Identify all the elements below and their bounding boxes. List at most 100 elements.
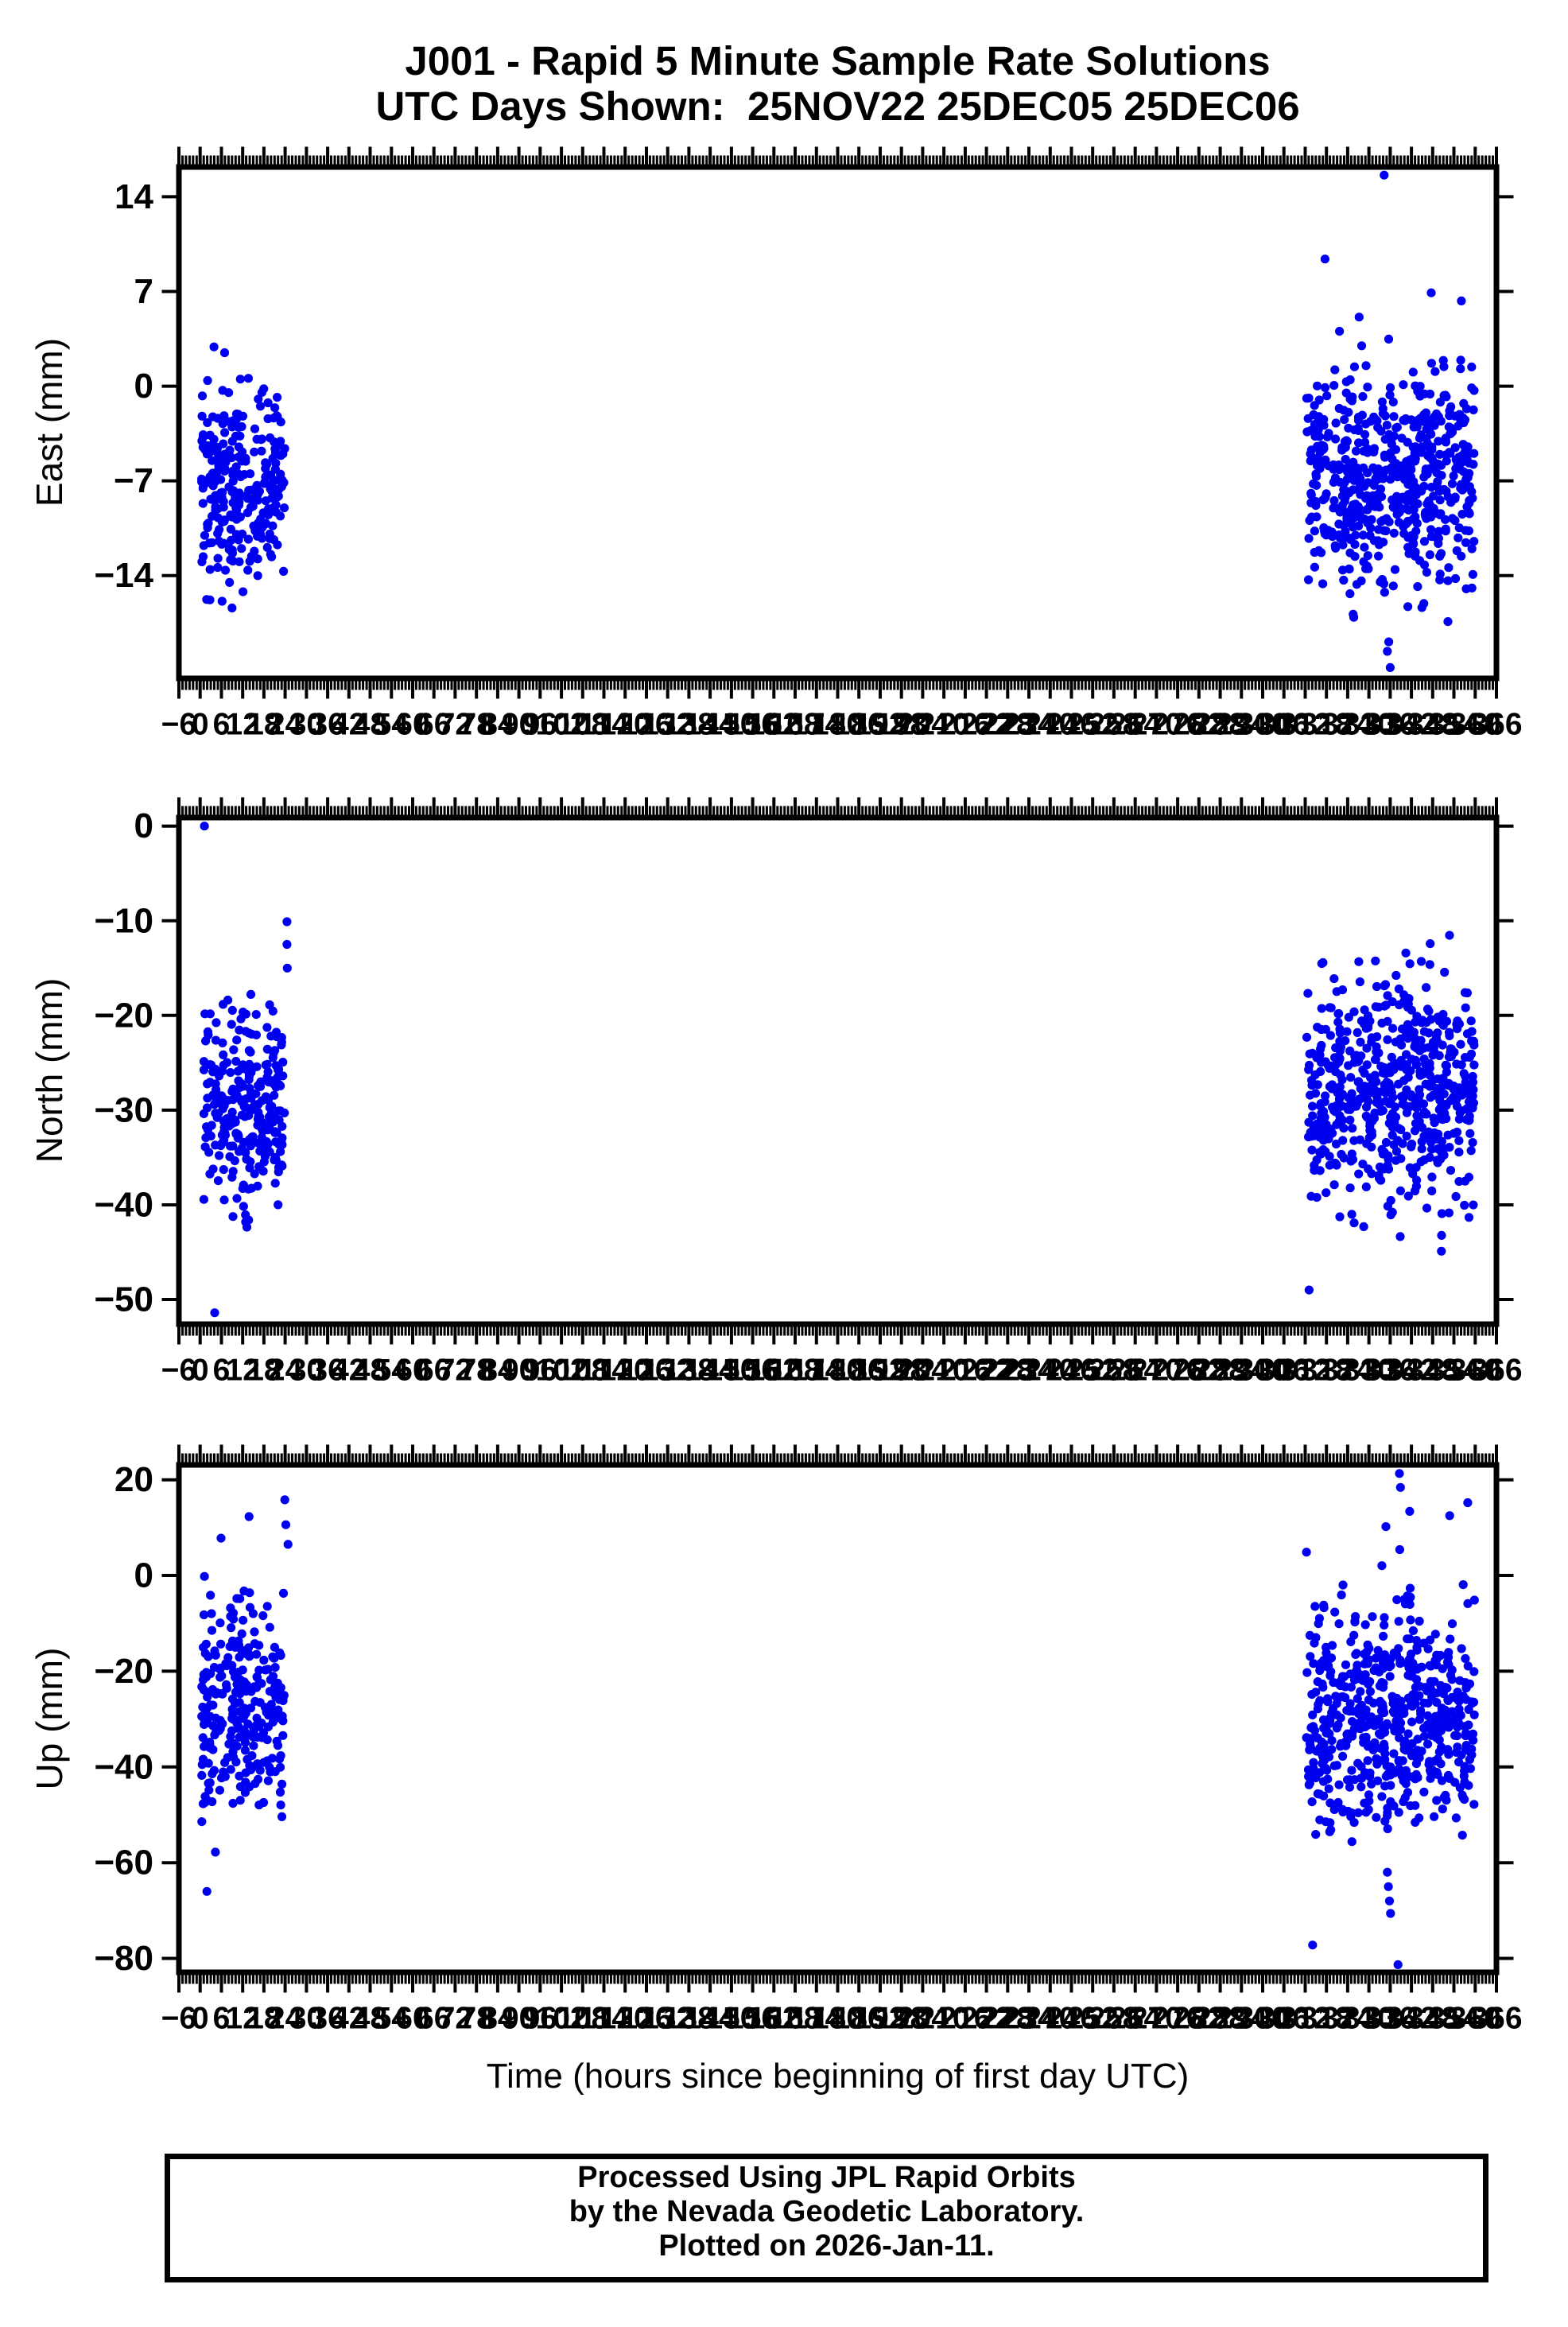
x-tick-label: 30 xyxy=(289,1354,324,1388)
x-tick-label: 342 xyxy=(1386,1354,1438,1388)
x-tick-label: 294 xyxy=(1216,2002,1267,2036)
x-tick-label: 90 xyxy=(502,708,536,742)
x-tick-label: 336 xyxy=(1364,708,1416,742)
x-tick-label: 324 xyxy=(1322,2002,1373,2036)
x-tick-label: 366 xyxy=(1470,708,1522,742)
x-tick-label: 180 xyxy=(812,708,864,742)
x-tick-label: 276 xyxy=(1152,2002,1204,2036)
x-tick-label: 48 xyxy=(353,1354,387,1388)
x-tick-label: 156 xyxy=(727,2002,778,2036)
x-tick-label: 90 xyxy=(502,2002,536,2036)
x-tick-label: 42 xyxy=(332,708,366,742)
x-tick-label: 192 xyxy=(854,708,906,742)
y-tick-label: −60 xyxy=(94,1843,153,1882)
x-tick-label: 18 xyxy=(246,1354,281,1388)
x-tick-label: 234 xyxy=(1003,1354,1054,1388)
x-tick-label: 72 xyxy=(438,2002,472,2036)
x-tick-label: 246 xyxy=(1046,708,1097,742)
x-tick-label: 12 xyxy=(226,2002,260,2036)
x-tick-label: 156 xyxy=(727,1354,778,1388)
x-tick-label: 240 xyxy=(1024,1354,1076,1388)
x-tick-label: 348 xyxy=(1407,1354,1458,1388)
y-tick-label: −14 xyxy=(94,556,153,595)
x-tick-label: 306 xyxy=(1258,1354,1310,1388)
x-tick-label: −6 xyxy=(161,1354,196,1388)
x-tick-label: 6 xyxy=(213,1354,231,1388)
x-tick-label: 198 xyxy=(875,708,927,742)
y-tick-label: −20 xyxy=(94,1652,153,1691)
x-tick-label: 294 xyxy=(1216,1354,1267,1388)
x-tick-label: 102 xyxy=(536,708,588,742)
x-axis-title: Time (hours since beginning of first day… xyxy=(486,2057,1190,2096)
x-tick-label: 360 xyxy=(1450,2002,1501,2036)
x-tick-label: 78 xyxy=(460,708,494,742)
x-tick-label: 144 xyxy=(685,708,736,742)
x-tick-label: 84 xyxy=(480,2002,515,2036)
x-tick-label: 318 xyxy=(1301,1354,1353,1388)
x-tick-label: 240 xyxy=(1024,708,1076,742)
x-tick-label: 24 xyxy=(268,2002,303,2036)
x-tick-label: 222 xyxy=(961,1354,1012,1388)
x-tick-label: 120 xyxy=(600,1354,651,1388)
x-tick-label: 354 xyxy=(1428,1354,1480,1388)
x-tick-label: 228 xyxy=(982,708,1034,742)
north-subplot: 0−10−20−30−40−50−60 612182430364248546066… xyxy=(94,797,1523,1388)
x-tick-label: 210 xyxy=(918,2002,970,2036)
x-tick-label: 168 xyxy=(769,1354,821,1388)
x-tick-label: 252 xyxy=(1067,1354,1119,1388)
x-tick-label: 132 xyxy=(642,1354,693,1388)
x-tick-label: 342 xyxy=(1386,708,1438,742)
x-tick-label: 174 xyxy=(790,2002,842,2036)
y-tick-label: 0 xyxy=(134,806,153,845)
x-tick-label: 204 xyxy=(897,2002,949,2036)
x-tick-label: 168 xyxy=(769,708,821,742)
x-tick-label: 132 xyxy=(642,708,693,742)
x-tick-label: 276 xyxy=(1152,708,1204,742)
minor-ticks xyxy=(181,806,1494,1336)
x-tick-label: 108 xyxy=(557,1354,608,1388)
x-tick-label: 180 xyxy=(812,1354,864,1388)
y-tick-label: −30 xyxy=(94,1090,153,1129)
x-tick-label: 0 xyxy=(192,708,209,742)
x-tick-label: 30 xyxy=(289,708,324,742)
x-tick-label: 234 xyxy=(1003,708,1054,742)
x-tick-label: 48 xyxy=(353,2002,387,2036)
x-tick-label: 150 xyxy=(705,2002,757,2036)
x-tick-label: 138 xyxy=(663,1354,715,1388)
x-tick-label: 102 xyxy=(536,1354,588,1388)
major-ticks xyxy=(161,146,1514,699)
x-tick-label: 264 xyxy=(1109,2002,1161,2036)
chart-subtitle: UTC Days Shown: 25NOV22 25DEC05 25DEC06 xyxy=(375,84,1300,129)
x-tick-label: 306 xyxy=(1258,2002,1310,2036)
x-tick-label: 264 xyxy=(1109,1354,1161,1388)
x-tick-label: 270 xyxy=(1131,2002,1182,2036)
x-tick-label: 162 xyxy=(748,1354,800,1388)
x-tick-label: 330 xyxy=(1343,2002,1395,2036)
x-tick-label: 18 xyxy=(246,2002,281,2036)
up-axis-label: Up (mm) xyxy=(29,1647,70,1790)
major-ticks xyxy=(161,797,1514,1345)
x-tick-label: 264 xyxy=(1109,708,1161,742)
x-tick-label: 30 xyxy=(289,2002,324,2036)
x-tick-label: 126 xyxy=(620,2002,672,2036)
x-tick-label: 120 xyxy=(600,2002,651,2036)
x-tick-label: 258 xyxy=(1088,1354,1139,1388)
x-tick-label: 162 xyxy=(748,2002,800,2036)
x-tick-label: 330 xyxy=(1343,708,1395,742)
x-tick-label: −6 xyxy=(161,708,196,742)
x-tick-label: 228 xyxy=(982,1354,1034,1388)
x-tick-label: 42 xyxy=(332,2002,366,2036)
x-tick-label: 222 xyxy=(961,2002,1012,2036)
x-tick-label: 252 xyxy=(1067,2002,1119,2036)
x-tick-label: 156 xyxy=(727,708,778,742)
x-tick-label: 288 xyxy=(1194,2002,1246,2036)
up-subplot: 200−20−40−60−80−60 6121824303642485460667… xyxy=(94,1444,1523,2036)
x-tick-label: 66 xyxy=(417,708,451,742)
x-tick-label: 360 xyxy=(1450,708,1501,742)
x-tick-label: 60 xyxy=(395,2002,429,2036)
y-tick-label: −40 xyxy=(94,1186,153,1225)
y-tick-label: −7 xyxy=(114,461,153,500)
x-tick-label: 174 xyxy=(790,1354,842,1388)
x-tick-label: 6 xyxy=(213,708,231,742)
north-frame xyxy=(176,814,1500,1327)
